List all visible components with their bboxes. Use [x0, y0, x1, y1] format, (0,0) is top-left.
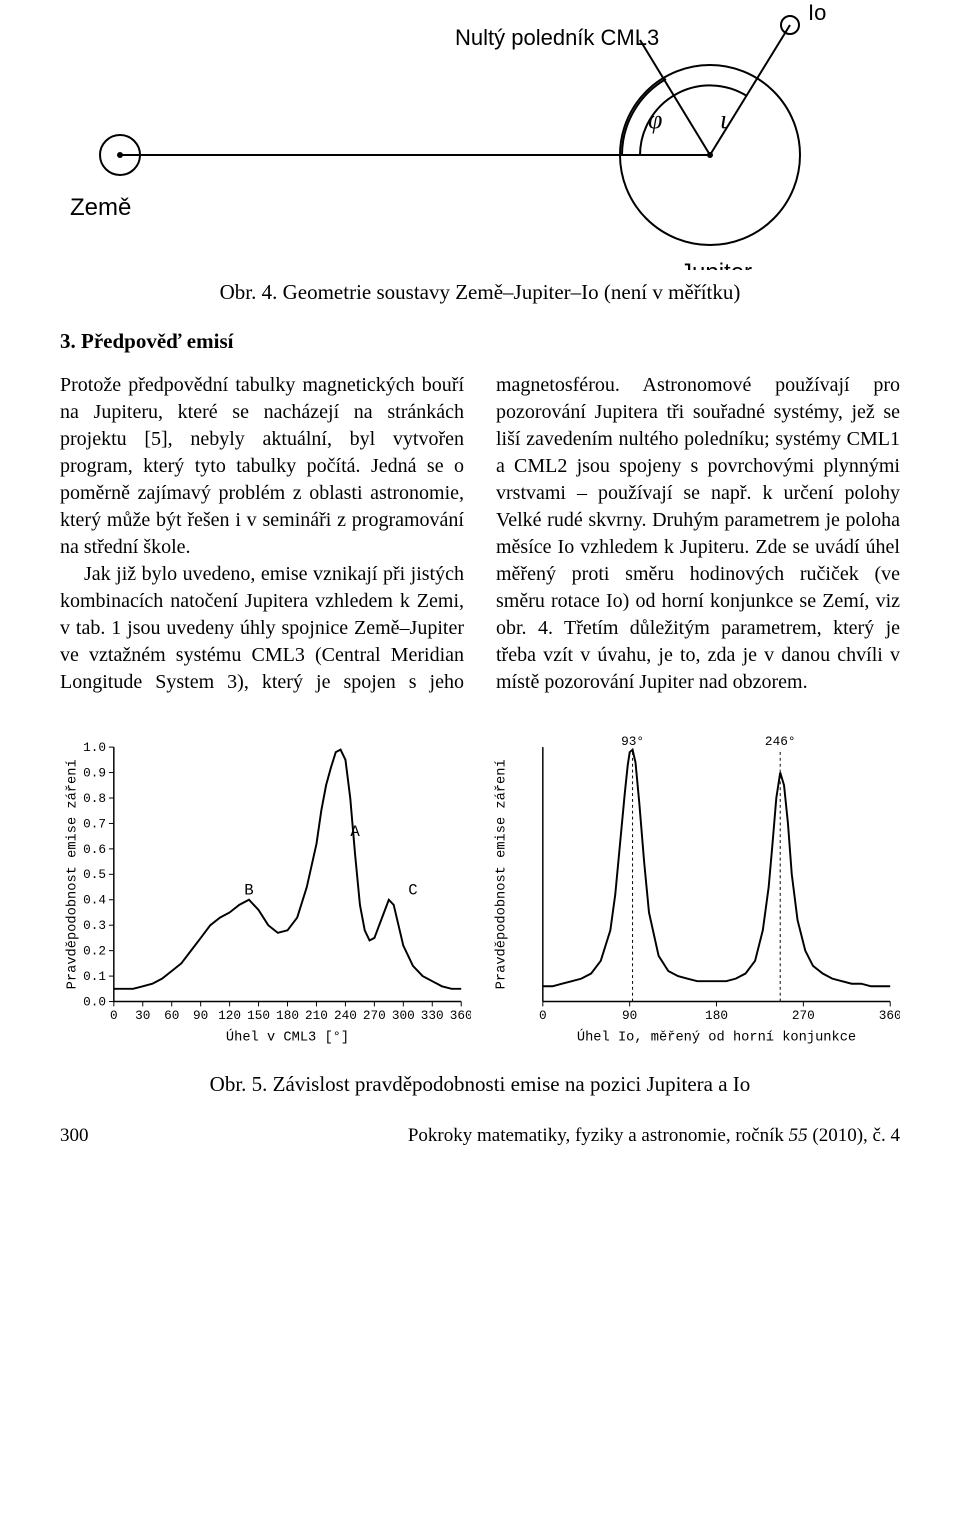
svg-text:0.2: 0.2 — [83, 944, 106, 959]
svg-text:270: 270 — [363, 1008, 386, 1023]
svg-text:A: A — [350, 823, 360, 841]
svg-text:0.1: 0.1 — [83, 969, 106, 984]
svg-text:93°: 93° — [621, 734, 644, 749]
label-jupiter: Jupiter — [680, 259, 752, 270]
label-iota: ι — [720, 105, 727, 134]
body-text: Protože předpovědní tabulky magnetických… — [60, 372, 900, 696]
svg-text:330: 330 — [421, 1008, 444, 1023]
section-3-heading: 3. Předpověď emisí — [60, 329, 900, 354]
svg-text:30: 30 — [135, 1008, 150, 1023]
paragraph-1: Protože předpovědní tabulky magnetických… — [60, 372, 464, 561]
svg-text:0.5: 0.5 — [83, 867, 106, 882]
svg-text:180: 180 — [705, 1008, 728, 1023]
figure-4-caption: Obr. 4. Geometrie soustavy Země–Jupiter–… — [60, 280, 900, 305]
svg-text:90: 90 — [193, 1008, 208, 1023]
svg-text:180: 180 — [276, 1008, 299, 1023]
label-phi: φ — [648, 105, 662, 134]
svg-text:240: 240 — [334, 1008, 357, 1023]
svg-text:0.0: 0.0 — [83, 994, 106, 1009]
svg-text:1.0: 1.0 — [83, 740, 106, 755]
svg-text:270: 270 — [792, 1008, 815, 1023]
label-zeme: Země — [70, 194, 131, 221]
figure-5-right-chart: 0 90 180 270 360 93° 246° Úhel Io, měřený od ho… — [489, 724, 900, 1054]
svg-text:360: 360 — [879, 1008, 900, 1023]
svg-text:Pravděpodobnost emise záření: Pravděpodobnost emise záření — [495, 759, 510, 989]
svg-text:150: 150 — [247, 1008, 270, 1023]
svg-text:360: 360 — [450, 1008, 471, 1023]
figure-5-left-chart: 0 30 60 90 120 150 180 210 240 270 300 330 360 0.0 0.1… — [60, 724, 471, 1054]
svg-text:300: 300 — [392, 1008, 415, 1023]
journal-reference: Pokroky matematiky, fyziky a astronomie,… — [408, 1125, 900, 1147]
svg-text:Úhel v CML3 [°]: Úhel v CML3 [°] — [226, 1030, 349, 1046]
figure-5-caption: Obr. 5. Závislost pravděpodobnosti emise… — [60, 1072, 900, 1097]
svg-text:0.6: 0.6 — [83, 842, 106, 857]
svg-text:60: 60 — [164, 1008, 179, 1023]
svg-text:0.9: 0.9 — [83, 765, 106, 780]
svg-text:0.3: 0.3 — [83, 918, 106, 933]
svg-text:C: C — [408, 882, 417, 900]
svg-text:120: 120 — [218, 1008, 241, 1023]
svg-text:B: B — [244, 882, 253, 900]
svg-text:Úhel Io, měřený od horní konju: Úhel Io, měřený od horní konjunkce — [577, 1030, 856, 1046]
svg-text:Pravděpodobnost emise záření: Pravděpodobnost emise záření — [66, 759, 81, 989]
svg-text:210: 210 — [305, 1008, 328, 1023]
svg-text:0.7: 0.7 — [83, 816, 106, 831]
figure-4-diagram: Země Jupiter Nultý poledník CML3 Io φ ι — [60, 0, 900, 270]
label-io: Io — [808, 0, 826, 25]
svg-text:246°: 246° — [765, 734, 796, 749]
page-number: 300 — [60, 1125, 89, 1147]
svg-text:0: 0 — [539, 1008, 547, 1023]
svg-text:90: 90 — [622, 1008, 637, 1023]
label-nulty-polednik: Nultý poledník CML3 — [455, 25, 659, 50]
svg-text:0.4: 0.4 — [83, 893, 106, 908]
svg-text:0: 0 — [110, 1008, 118, 1023]
svg-text:0.8: 0.8 — [83, 791, 106, 806]
page-footer: 300 Pokroky matematiky, fyziky a astrono… — [60, 1125, 900, 1147]
